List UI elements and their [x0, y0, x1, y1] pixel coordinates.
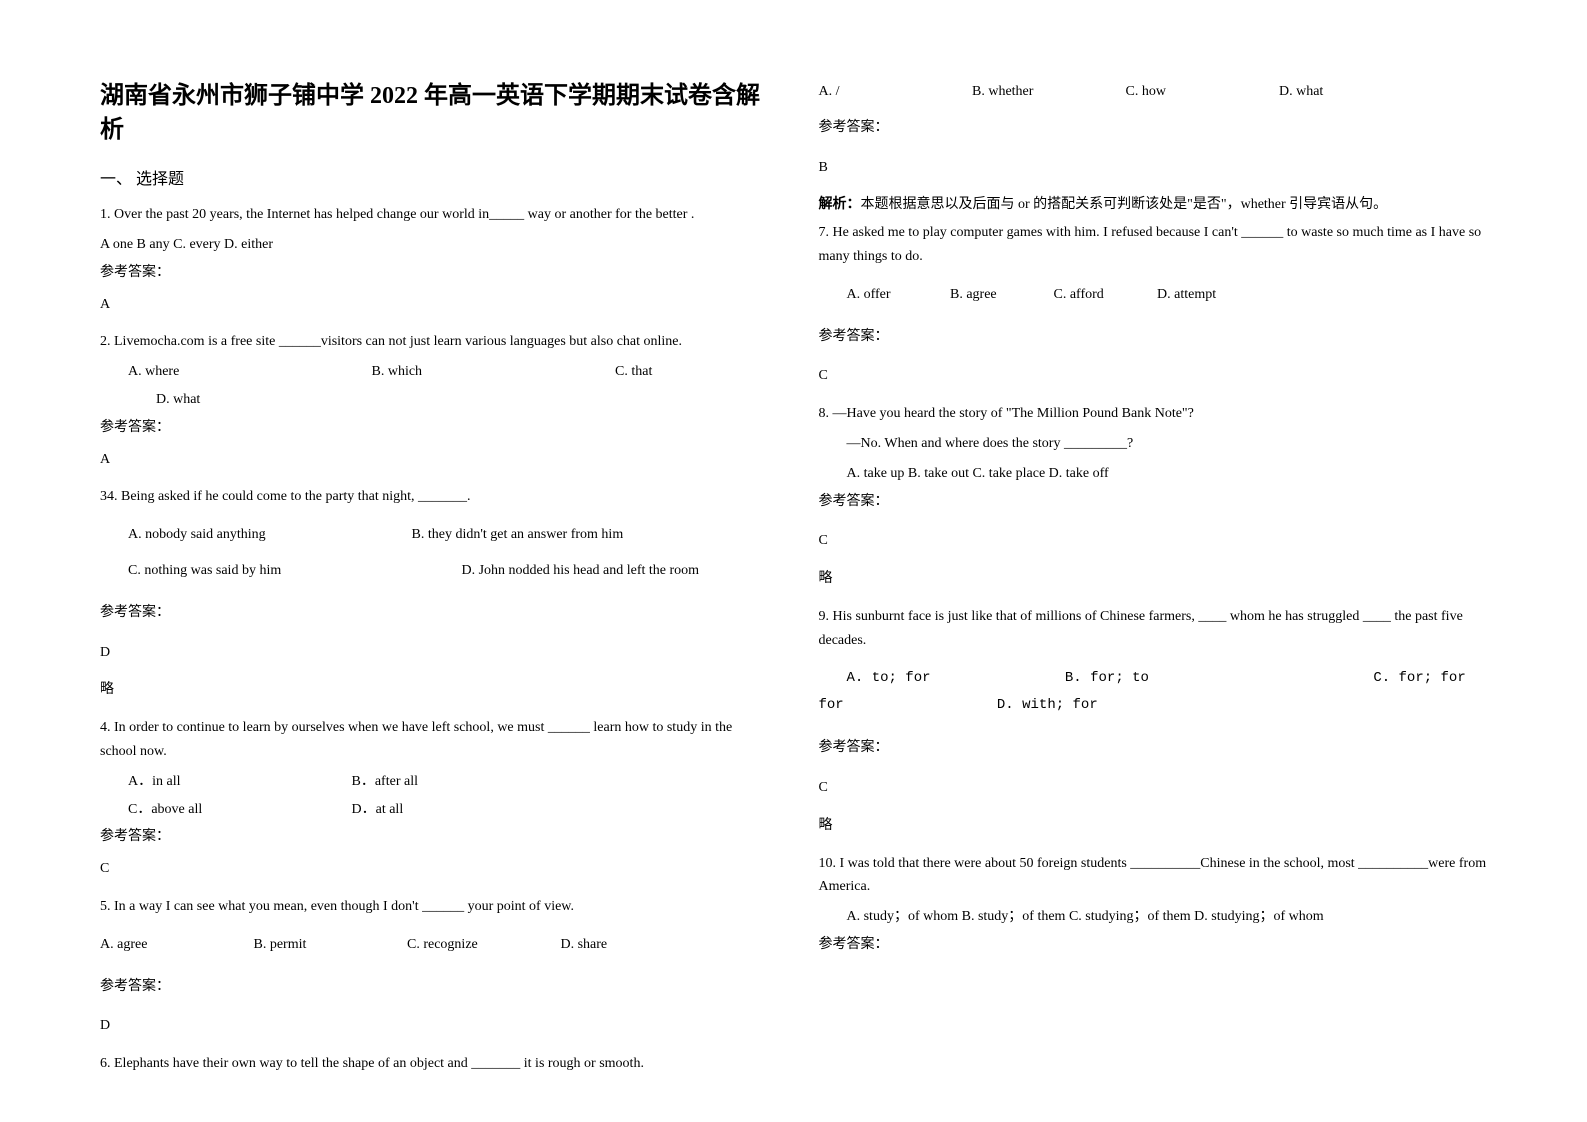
q7-options: A. offer B. agree C. afford D. attempt	[819, 283, 1488, 307]
q7-text: 7. He asked me to play computer games wi…	[819, 221, 1488, 269]
q3-optD: D. John nodded his head and left the roo…	[462, 559, 700, 583]
q5-options: A. agree B. permit C. recognize D. share	[100, 933, 769, 957]
exam-title: 湖南省永州市狮子铺中学 2022 年高一英语下学期期末试卷含解析	[100, 80, 769, 147]
q3-optA: A. nobody said anything	[128, 523, 408, 547]
q10-answer-label: 参考答案：	[819, 933, 1488, 957]
q2-optD: D. what	[100, 388, 769, 412]
q6-explanation: 解析：本题根据意思以及后面与 or 的搭配关系可判断该处是"是否"，whethe…	[819, 193, 1488, 217]
q3-row1: A. nobody said anything B. they didn't g…	[100, 523, 769, 547]
q8-answer-label: 参考答案：	[819, 490, 1488, 514]
q6-options: A. / B. whether C. how D. what	[819, 80, 1488, 104]
q6-optD: D. what	[1279, 80, 1323, 104]
q9-text: 9. His sunburnt face is just like that o…	[819, 605, 1488, 653]
section-header: 一、 选择题	[100, 165, 769, 189]
q3-optC: C. nothing was said by him	[128, 559, 458, 583]
q4-row1: A．in all B．after all	[100, 770, 769, 794]
q5-text: 5. In a way I can see what you mean, eve…	[100, 895, 769, 919]
q2-answer: A	[100, 448, 769, 472]
q3-answer-label: 参考答案：	[100, 601, 769, 625]
q6-answer: B	[819, 156, 1488, 180]
q5-optD: D. share	[561, 933, 608, 957]
q7-answer-label: 参考答案：	[819, 325, 1488, 349]
q1-answer-label: 参考答案：	[100, 261, 769, 285]
q3-omit: 略	[100, 678, 769, 702]
q7-optC: C. afford	[1054, 283, 1154, 307]
q2-text: 2. Livemocha.com is a free site ______vi…	[100, 330, 769, 354]
q1-answer: A	[100, 293, 769, 317]
exam-page: 湖南省永州市狮子铺中学 2022 年高一英语下学期期末试卷含解析 一、 选择题 …	[100, 80, 1487, 1082]
q9-optC: C. for; for	[1373, 667, 1465, 691]
q9-optD: D. with; for	[997, 694, 1098, 718]
q6-optB: B. whether	[972, 80, 1122, 104]
q8-text2: —No. When and where does the story _____…	[819, 432, 1488, 456]
q4-optC: C．above all	[128, 798, 348, 822]
q9-omit: 略	[819, 814, 1488, 838]
q9-answer: C	[819, 776, 1488, 800]
q6-explanation-text: 本题根据意思以及后面与 or 的搭配关系可判断该处是"是否"，whether 引…	[861, 197, 1388, 212]
q3-text: 34. Being asked if he could come to the …	[100, 485, 769, 509]
q2-optC: C. that	[615, 360, 652, 384]
q6-text: 6. Elephants have their own way to tell …	[100, 1052, 769, 1076]
q6-optC: C. how	[1126, 80, 1276, 104]
q4-text-inner: 4. In order to continue to learn by ours…	[100, 720, 732, 759]
q4-answer: C	[100, 857, 769, 881]
q6-explanation-label: 解析：	[819, 197, 861, 212]
q7-answer: C	[819, 364, 1488, 388]
q2-optB: B. which	[372, 360, 612, 384]
q9-optB: B. for; to	[1065, 667, 1365, 691]
q4-answer-label: 参考答案：	[100, 825, 769, 849]
q9-answer-label: 参考答案：	[819, 736, 1488, 760]
q9-options2: for D. with; for	[819, 694, 1488, 718]
q9-options: A. to; for B. for; to C. for; for	[819, 667, 1488, 691]
q1-text: 1. Over the past 20 years, the Internet …	[100, 203, 769, 227]
q5-optB: B. permit	[254, 933, 404, 957]
q1-options: A one B any C. every D. either	[100, 233, 769, 257]
q5-answer-label: 参考答案：	[100, 975, 769, 999]
q4-optA: A．in all	[128, 770, 348, 794]
q4-optD: D．at all	[352, 798, 404, 822]
q3-optB: B. they didn't get an answer from him	[412, 523, 624, 547]
q7-optD: D. attempt	[1157, 283, 1216, 307]
q8-text1: 8. —Have you heard the story of "The Mil…	[819, 402, 1488, 426]
q3-answer: D	[100, 641, 769, 665]
q8-omit: 略	[819, 567, 1488, 591]
q4-text: 4. In order to continue to learn by ours…	[100, 716, 769, 764]
q6-optA: A. /	[819, 80, 969, 104]
q9-optA: A. to; for	[847, 667, 1057, 691]
q10-options: A. study；of whom B. study；of them C. stu…	[819, 905, 1488, 929]
q4-optB: B．after all	[352, 770, 418, 794]
q5-optC: C. recognize	[407, 933, 557, 957]
q2-answer-label: 参考答案：	[100, 416, 769, 440]
q5-answer: D	[100, 1014, 769, 1038]
q2-options-row1: A. where B. which C. that	[100, 360, 769, 384]
q7-optA: A. offer	[847, 283, 947, 307]
q8-answer: C	[819, 529, 1488, 553]
q2-optA: A. where	[128, 360, 368, 384]
q3-row2: C. nothing was said by him D. John nodde…	[100, 559, 769, 583]
q8-options: A. take up B. take out C. take place D. …	[819, 462, 1488, 486]
q7-optB: B. agree	[950, 283, 1050, 307]
q5-optA: A. agree	[100, 933, 250, 957]
q10-text: 10. I was told that there were about 50 …	[819, 852, 1488, 900]
q6-answer-label: 参考答案：	[819, 116, 1488, 140]
q4-row2: C．above all D．at all	[100, 798, 769, 822]
